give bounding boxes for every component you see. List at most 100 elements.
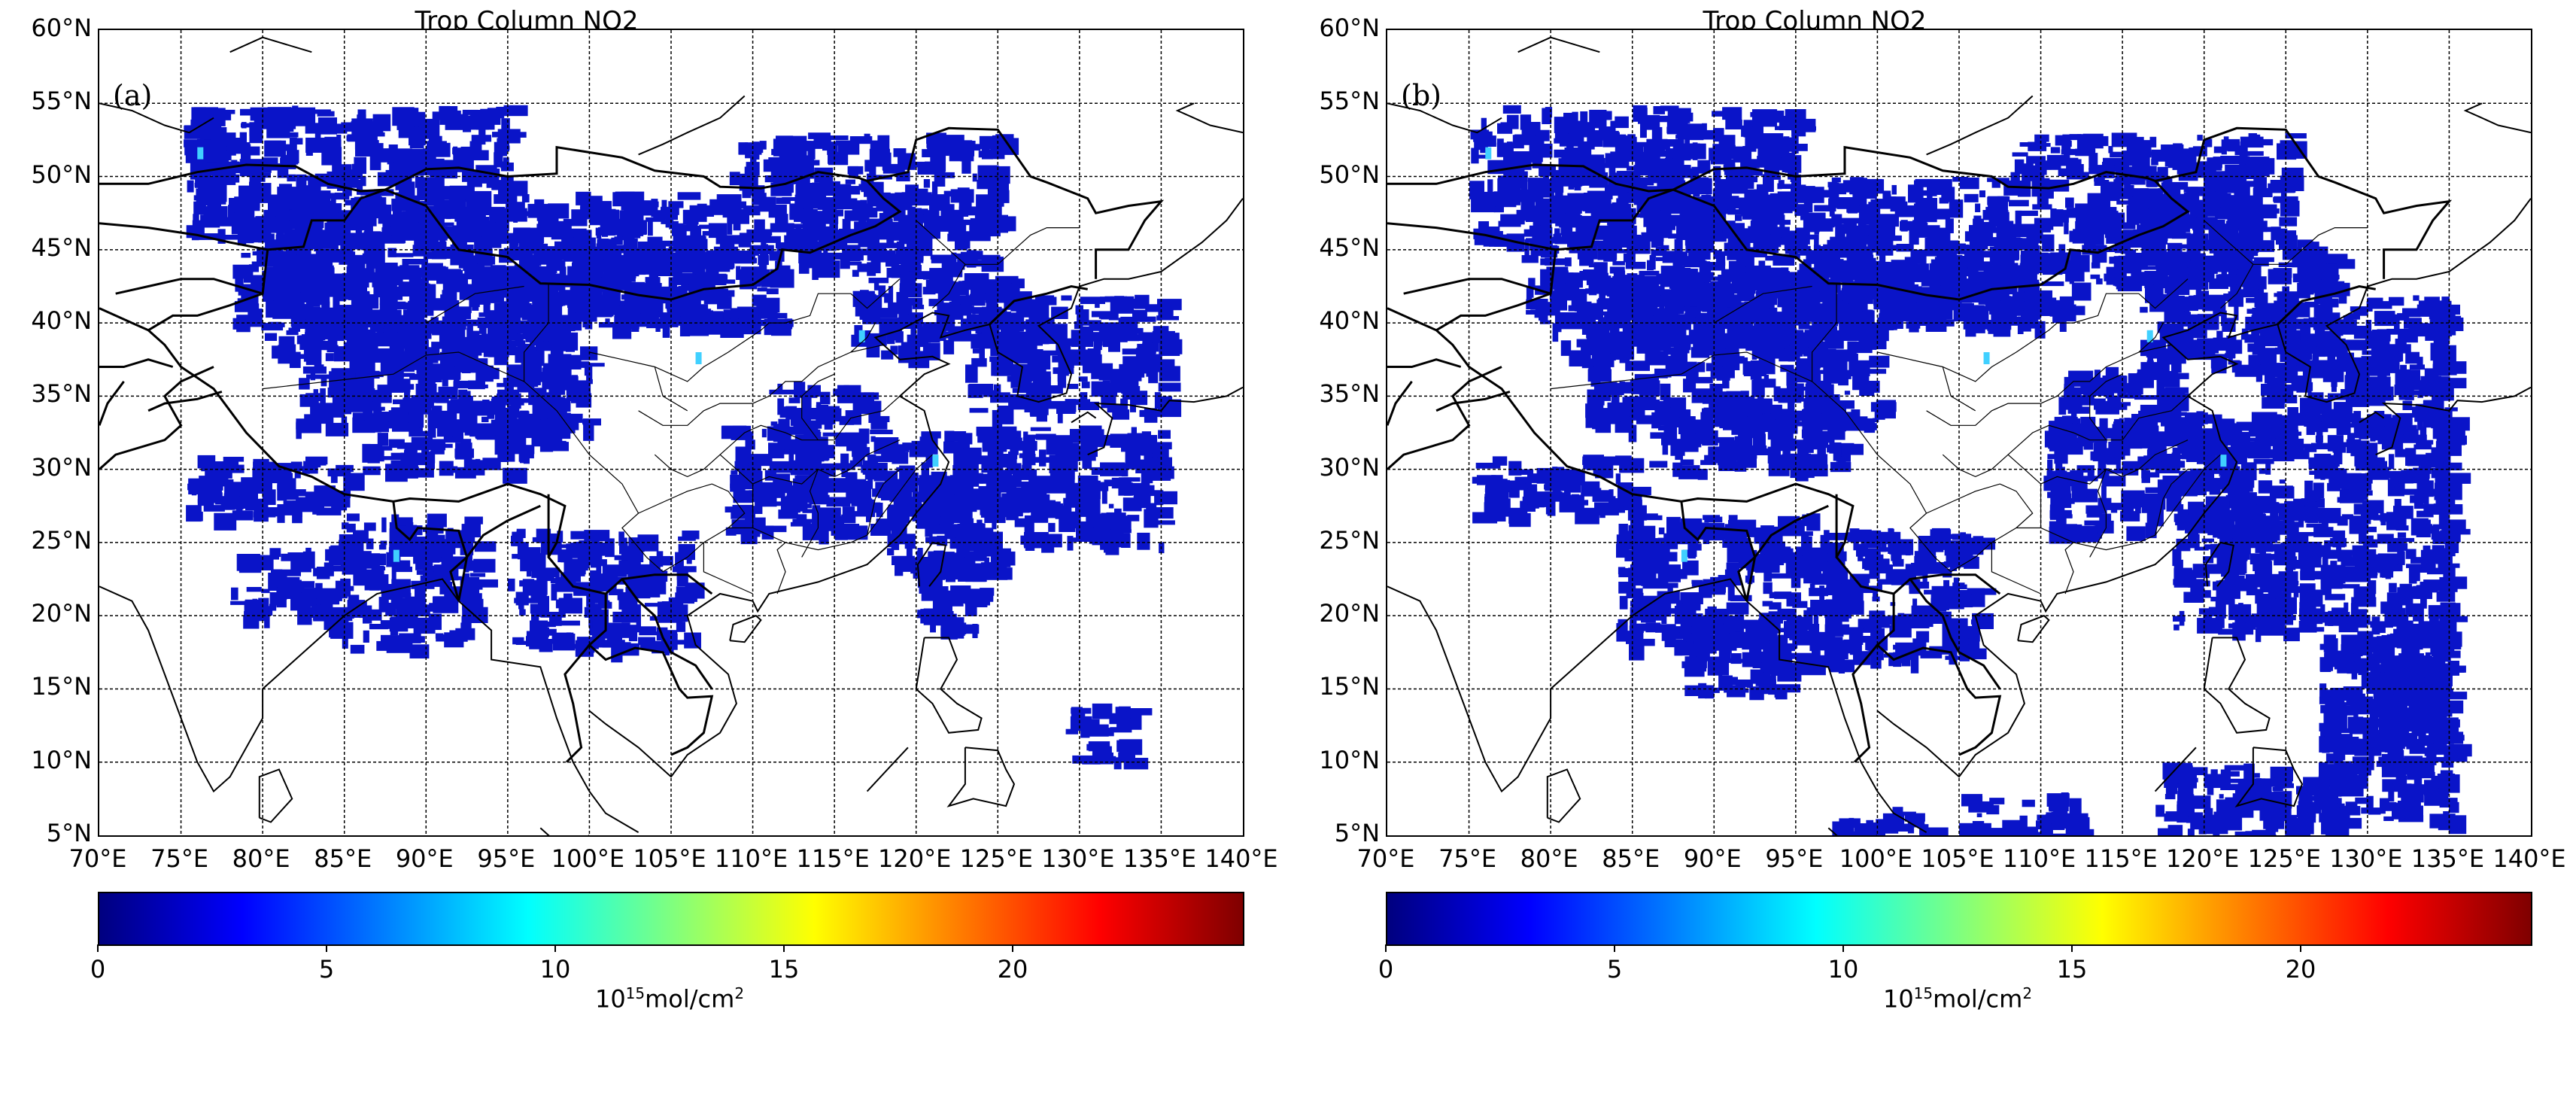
no2-high-spot <box>858 330 865 342</box>
lon-tick-label: 115°E <box>796 844 870 873</box>
colorbar-tick-label: 15 <box>2056 955 2088 984</box>
lon-tick-label: 70°E <box>1356 844 1415 873</box>
lat-tick-label: 45°N <box>1319 233 1380 262</box>
lon-tick-label: 85°E <box>314 844 372 873</box>
coastlines <box>1387 36 2531 835</box>
province-borders <box>263 220 1080 594</box>
province-borders <box>1551 220 2368 594</box>
lon-tick-label: 95°E <box>477 844 536 873</box>
lon-tick-label: 140°E <box>1204 844 1278 873</box>
panel-a: Trop Column NO2 (a) 60°N 55°N 50°N 45°N 40°N… <box>31 6 1278 1014</box>
no2-high-spot <box>2220 455 2227 467</box>
lat-tick-label: 5°N <box>1334 819 1380 847</box>
lon-tick-label: 70°E <box>68 844 127 873</box>
colorbar-tick-label: 10 <box>1827 955 1859 984</box>
lat-tick-label: 10°N <box>31 745 92 774</box>
no2-high-spot <box>393 549 399 562</box>
no2-data-layer <box>1469 105 2472 835</box>
lat-tick-label: 30°N <box>31 452 92 482</box>
colorbar-tick-label: 5 <box>1606 955 1623 984</box>
map-frame <box>98 29 1244 837</box>
lon-tick-label: 125°E <box>2247 844 2321 873</box>
lon-tick-label: 140°E <box>2492 844 2566 873</box>
lon-tick-label: 130°E <box>2329 844 2403 873</box>
lat-tick-label: 20°N <box>1319 599 1380 628</box>
colorbar-tick-label: 0 <box>90 955 106 984</box>
lat-tick-label: 60°N <box>1319 14 1380 42</box>
colorbar-units-label: 1015mol/cm2 <box>594 984 745 1014</box>
no2-high-spot <box>1485 147 1492 160</box>
no2-high-spot <box>2146 330 2153 342</box>
lon-tick-label: 130°E <box>1041 844 1115 873</box>
colorbar-tick <box>1842 944 1844 952</box>
colorbar-tick <box>2300 944 2301 952</box>
lat-tick-label: 25°N <box>1319 525 1380 555</box>
lon-tick-label: 120°E <box>2166 844 2240 873</box>
colorbar-units-label: 1015mol/cm2 <box>1882 984 2033 1014</box>
colorbar <box>1386 892 2532 946</box>
lon-tick-label: 85°E <box>1602 844 1660 873</box>
colorbar-tick-label: 5 <box>318 955 335 984</box>
panel-label: (a) <box>113 79 153 112</box>
colorbar-tick <box>783 944 785 952</box>
lon-tick-label: 75°E <box>1438 844 1497 873</box>
lon-tick-label: 105°E <box>1921 844 1994 873</box>
lon-tick-label: 90°E <box>1683 844 1742 873</box>
lat-tick-label: 55°N <box>1319 87 1380 116</box>
colorbar-tick-label: 0 <box>1378 955 1394 984</box>
lon-tick-label: 90°E <box>395 844 454 873</box>
coastlines <box>99 36 1243 835</box>
no2-data-layer <box>184 105 1183 770</box>
lat-tick-label: 55°N <box>31 87 92 116</box>
no2-high-spot <box>695 352 702 364</box>
lon-tick-label: 115°E <box>2084 844 2158 873</box>
map-svg <box>99 30 1243 835</box>
lon-tick-label: 75°E <box>150 844 209 873</box>
lon-tick-label: 110°E <box>2002 844 2076 873</box>
panel-label: (b) <box>1401 79 1441 112</box>
lon-tick-label: 95°E <box>1765 844 1824 873</box>
lon-tick-label: 80°E <box>1520 844 1578 873</box>
colorbar <box>98 892 1244 946</box>
lat-tick-label: 5°N <box>46 819 92 847</box>
lon-tick-label: 135°E <box>1122 844 1197 873</box>
lat-tick-label: 40°N <box>1319 306 1380 336</box>
lat-tick-label: 30°N <box>1319 452 1380 482</box>
map-svg <box>1387 30 2531 835</box>
lat-tick-label: 25°N <box>31 525 92 555</box>
lon-tick-label: 105°E <box>633 844 706 873</box>
lon-tick-label: 135°E <box>2410 844 2485 873</box>
colorbar-tick <box>554 944 556 952</box>
colorbar-tick <box>2071 944 2073 952</box>
colorbar-tick-label: 15 <box>768 955 800 984</box>
colorbar-tick <box>1385 944 1387 952</box>
lat-tick-label: 40°N <box>31 306 92 336</box>
lat-tick-label: 10°N <box>1319 745 1380 774</box>
lat-tick-label: 50°N <box>1319 160 1380 189</box>
colorbar-tick <box>1614 944 1615 952</box>
lat-tick-label: 15°N <box>31 672 92 701</box>
lat-tick-label: 20°N <box>31 599 92 628</box>
no2-high-spot <box>1681 549 1687 562</box>
lat-tick-label: 35°N <box>1319 379 1380 409</box>
lon-tick-label: 120°E <box>878 844 952 873</box>
colorbar-tick <box>1012 944 1013 952</box>
lon-tick-label: 100°E <box>551 844 625 873</box>
lat-tick-label: 35°N <box>31 379 92 409</box>
country-borders <box>99 126 1165 763</box>
colorbar-tick-label: 20 <box>2285 955 2316 984</box>
panel-b: Trop Column NO2 (b) 60°N 55°N 50°N 45°N 40°N… <box>1288 0 2576 1116</box>
lat-tick-label: 45°N <box>31 233 92 262</box>
colorbar-tick-label: 10 <box>539 955 571 984</box>
lon-tick-label: 80°E <box>232 844 290 873</box>
no2-high-spot <box>932 455 939 467</box>
country-borders <box>1387 126 2453 763</box>
lon-tick-label: 100°E <box>1839 844 1913 873</box>
lat-tick-label: 15°N <box>1319 672 1380 701</box>
colorbar-tick <box>326 944 327 952</box>
lon-tick-label: 125°E <box>959 844 1033 873</box>
no2-high-spot <box>197 147 204 160</box>
lon-tick-label: 110°E <box>714 844 788 873</box>
gridlines <box>99 30 1243 835</box>
no2-high-spot <box>1983 352 1990 364</box>
